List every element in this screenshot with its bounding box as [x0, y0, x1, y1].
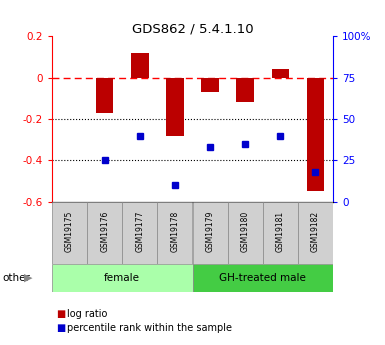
Bar [263, 202, 298, 264]
Text: GSM19177: GSM19177 [135, 211, 144, 252]
Text: ■: ■ [56, 309, 65, 319]
Bar [298, 202, 333, 264]
Bar [271, 69, 289, 78]
Bar [307, 78, 324, 191]
Bar [96, 78, 114, 113]
Bar [192, 202, 228, 264]
Bar [192, 264, 333, 292]
Bar [52, 264, 192, 292]
Text: female: female [104, 273, 140, 283]
Text: other: other [2, 273, 30, 283]
Bar [201, 78, 219, 92]
Text: GH-treated male: GH-treated male [219, 273, 306, 283]
Text: GSM19176: GSM19176 [100, 211, 109, 252]
Bar [228, 202, 263, 264]
Bar [157, 202, 192, 264]
Text: ■: ■ [56, 323, 65, 333]
Bar [166, 78, 184, 136]
Text: GSM19178: GSM19178 [171, 211, 179, 252]
Text: GSM19179: GSM19179 [206, 211, 214, 252]
Text: GSM19175: GSM19175 [65, 211, 74, 252]
Title: GDS862 / 5.4.1.10: GDS862 / 5.4.1.10 [132, 22, 253, 35]
Text: ▶: ▶ [24, 273, 32, 283]
Bar [131, 53, 149, 78]
Text: GSM19181: GSM19181 [276, 211, 285, 252]
Text: log ratio: log ratio [67, 309, 108, 319]
Bar [122, 202, 157, 264]
Text: GSM19180: GSM19180 [241, 211, 250, 252]
Bar [87, 202, 122, 264]
Bar [52, 202, 87, 264]
Bar [236, 78, 254, 102]
Text: GSM19182: GSM19182 [311, 211, 320, 252]
Text: percentile rank within the sample: percentile rank within the sample [67, 323, 233, 333]
